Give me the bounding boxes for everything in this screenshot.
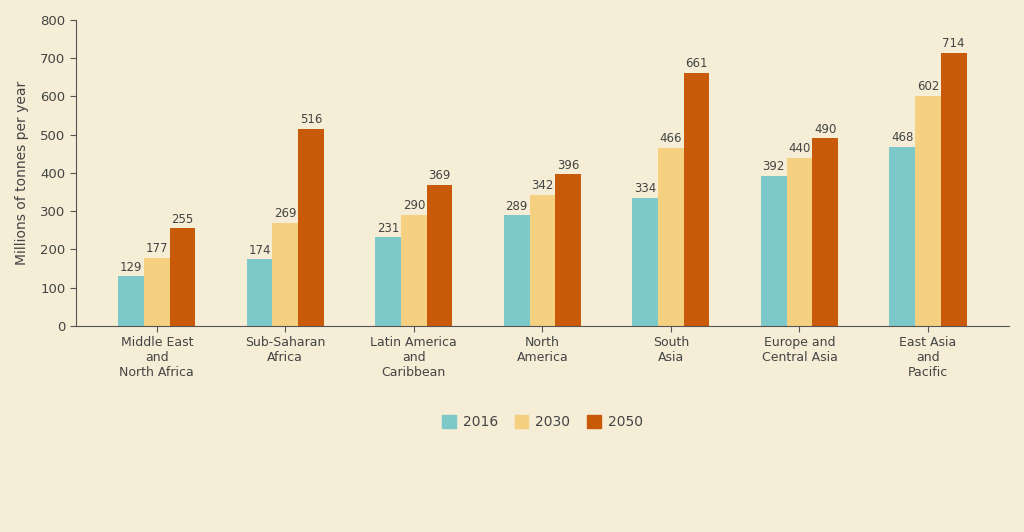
- Bar: [144, 258, 170, 326]
- Bar: [555, 174, 581, 326]
- Text: 369: 369: [428, 169, 451, 182]
- Bar: [298, 129, 324, 326]
- Bar: [118, 277, 144, 326]
- Y-axis label: Millions of tonnes per year: Millions of tonnes per year: [15, 81, 29, 265]
- Text: 255: 255: [171, 213, 194, 226]
- Text: 342: 342: [531, 179, 554, 193]
- Text: 392: 392: [763, 160, 785, 173]
- Bar: [812, 138, 838, 326]
- Bar: [375, 237, 401, 326]
- Text: 466: 466: [659, 132, 682, 145]
- Text: 174: 174: [249, 244, 270, 256]
- Bar: [633, 198, 658, 326]
- Bar: [915, 96, 941, 326]
- Bar: [427, 185, 453, 326]
- Bar: [684, 73, 710, 326]
- Text: 490: 490: [814, 123, 837, 136]
- Bar: [247, 259, 272, 326]
- Bar: [941, 53, 967, 326]
- Text: 396: 396: [557, 159, 580, 172]
- Bar: [170, 228, 196, 326]
- Text: 269: 269: [274, 207, 297, 220]
- Text: 661: 661: [685, 57, 708, 70]
- Text: 440: 440: [788, 142, 811, 155]
- Text: 334: 334: [634, 182, 656, 195]
- Text: 468: 468: [891, 131, 913, 144]
- Bar: [272, 223, 298, 326]
- Text: 714: 714: [942, 37, 965, 50]
- Text: 177: 177: [145, 243, 168, 255]
- Legend: 2016, 2030, 2050: 2016, 2030, 2050: [436, 410, 648, 435]
- Text: 290: 290: [402, 199, 425, 212]
- Text: 602: 602: [916, 80, 939, 93]
- Bar: [401, 215, 427, 326]
- Text: 516: 516: [300, 113, 323, 126]
- Bar: [761, 176, 786, 326]
- Text: 129: 129: [120, 261, 142, 274]
- Bar: [786, 157, 812, 326]
- Bar: [890, 147, 915, 326]
- Text: 289: 289: [506, 200, 527, 213]
- Bar: [658, 148, 684, 326]
- Bar: [504, 215, 529, 326]
- Text: 231: 231: [377, 222, 399, 235]
- Bar: [529, 195, 555, 326]
